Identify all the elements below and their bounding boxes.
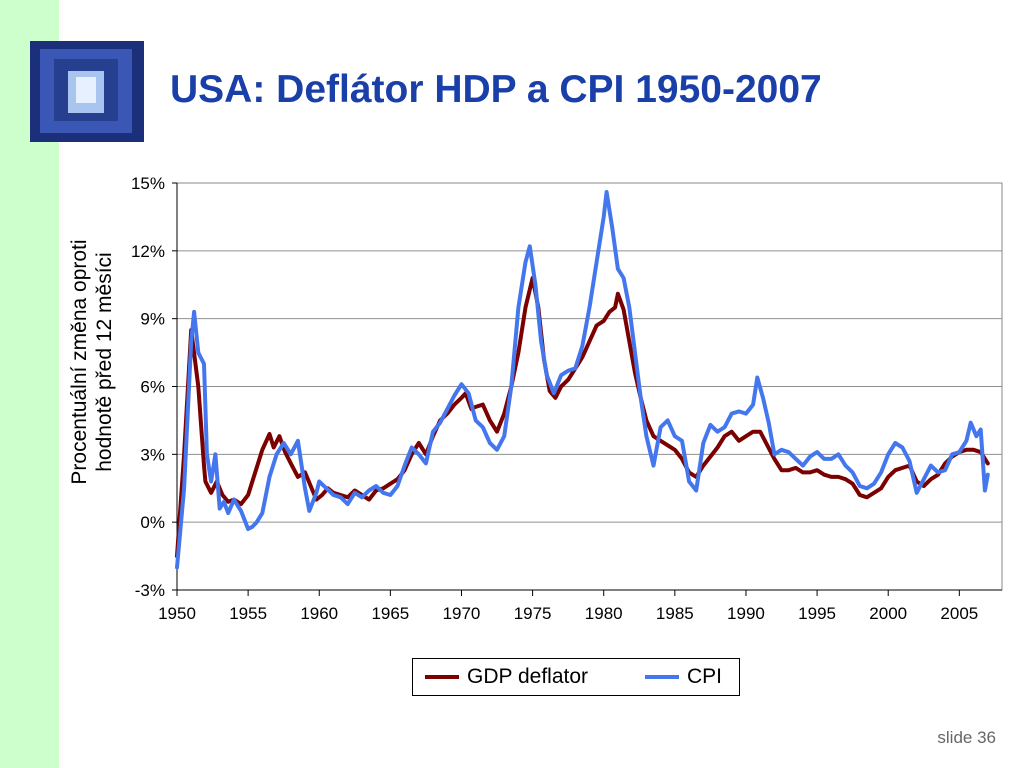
x-tick-label: 1990 bbox=[727, 604, 765, 623]
y-tick-label: 15% bbox=[131, 174, 165, 193]
legend-label-gdp-deflator: GDP deflator bbox=[467, 665, 589, 688]
x-tick-label: 1975 bbox=[514, 604, 552, 623]
y-tick-label: 12% bbox=[131, 242, 165, 261]
legend-item-cpi: CPI bbox=[645, 659, 722, 695]
slide-title: USA: Deflátor HDP a CPI 1950-2007 bbox=[170, 68, 822, 111]
x-tick-label: 1965 bbox=[371, 604, 409, 623]
y-tick-label: 3% bbox=[140, 445, 165, 464]
legend-label-cpi: CPI bbox=[687, 665, 723, 688]
x-tick-label: 2000 bbox=[869, 604, 907, 623]
legend-swatch-gdp-deflator bbox=[425, 675, 459, 679]
legend-item-gdp-deflator: GDP deflator bbox=[425, 659, 588, 695]
inflation-line-chart: -3% 0% 3% 6% 9% 12% 15% 1950 1955 1960 1965 1970 197… bbox=[131, 174, 1003, 623]
y-axis-label-line-1: Procentuální změna oproti bbox=[68, 239, 91, 485]
series-line-gdp-deflator bbox=[175, 276, 990, 559]
x-tick-label: 1970 bbox=[443, 604, 481, 623]
x-tick-label: 1960 bbox=[300, 604, 338, 623]
y-tick-label: 6% bbox=[140, 378, 165, 397]
y-tick-label: 9% bbox=[140, 310, 165, 329]
x-tick-label: 1950 bbox=[158, 604, 196, 623]
chart-legend: GDP deflator CPI bbox=[412, 658, 740, 696]
y-tick-label: 0% bbox=[140, 513, 165, 532]
x-tick-label: 1980 bbox=[585, 604, 623, 623]
x-tick-label: 1985 bbox=[656, 604, 694, 623]
x-tick-label: 1955 bbox=[229, 604, 267, 623]
series-line-cpi bbox=[175, 190, 990, 570]
window-perspective-icon bbox=[30, 41, 144, 142]
x-tick-label: 1995 bbox=[798, 604, 836, 623]
legend-swatch-cpi bbox=[645, 675, 679, 679]
y-tick-label: -3% bbox=[135, 581, 165, 600]
x-tick-label: 2005 bbox=[940, 604, 978, 623]
slide-number: slide 36 bbox=[937, 728, 996, 747]
